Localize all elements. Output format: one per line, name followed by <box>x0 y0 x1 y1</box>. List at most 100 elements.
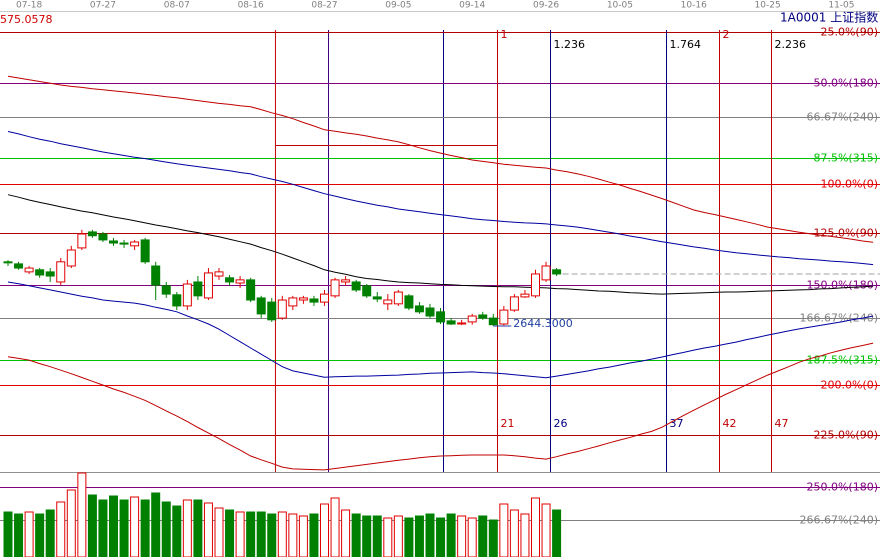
candle-body <box>509 296 519 311</box>
x-tick-label: 09-05 <box>385 1 411 11</box>
volume-bar <box>552 509 562 557</box>
volume-bar <box>531 497 540 557</box>
candle-body <box>436 311 446 323</box>
ratio-label: 1.764 <box>670 38 702 51</box>
volume-bar <box>203 502 213 557</box>
marks: 2644.3000 <box>3 229 880 557</box>
indicator-line <box>7 194 874 295</box>
volume-bar <box>478 515 488 557</box>
level-label: 225.0%(90) <box>813 429 878 442</box>
level-label: 150.0%(180) <box>806 279 878 292</box>
candle-body <box>119 242 129 245</box>
candle-body <box>531 273 540 297</box>
symbol: 1A0001 上证指数 <box>780 10 878 25</box>
candle-body <box>362 285 372 297</box>
volume-bar <box>320 503 329 557</box>
top-price: 575.0578 <box>0 13 53 26</box>
candle-body <box>520 293 530 298</box>
candle-body <box>14 263 24 269</box>
candle-body <box>24 267 34 273</box>
candle-body <box>425 307 435 317</box>
candle-body <box>404 295 414 309</box>
x-tick-label: 09-26 <box>533 1 559 11</box>
volume-bar <box>425 513 435 557</box>
volume-bar <box>246 511 256 557</box>
level-label: 87.5%(315) <box>813 152 878 165</box>
candle-body <box>372 296 382 300</box>
candle-body <box>45 271 55 277</box>
volume-bar <box>3 511 13 557</box>
volume-bar <box>298 515 308 557</box>
x-tick-label: 11-05 <box>828 1 854 11</box>
volume-bar <box>509 509 519 557</box>
level-label: 50.0%(180) <box>813 77 878 90</box>
volume-bar <box>256 511 266 557</box>
volume-bar <box>35 513 45 557</box>
candle-body <box>214 271 224 277</box>
candle-body <box>66 249 76 267</box>
candle-body <box>541 265 551 281</box>
volume-bar <box>277 511 287 557</box>
volume-bar <box>309 513 319 557</box>
candle-body <box>499 309 509 325</box>
count-label: 37 <box>670 417 684 430</box>
x-tick-label: 08-07 <box>164 1 190 11</box>
candle-body <box>330 279 340 297</box>
volume-bar <box>151 492 161 557</box>
indicator-line <box>7 281 874 379</box>
x-tick-label: 10-25 <box>755 1 781 11</box>
candle-body <box>203 272 213 299</box>
candle-body <box>130 241 140 247</box>
candle-body <box>3 261 13 264</box>
candle-body <box>393 291 403 305</box>
level-label: 66.67%(240) <box>806 111 878 124</box>
low-label: 2644.3000 <box>513 317 573 330</box>
candle-body <box>267 301 277 321</box>
count-label: 47 <box>775 417 789 430</box>
candle-body <box>225 277 235 283</box>
volume-bar <box>499 503 509 557</box>
level-label: 187.5%(315) <box>806 354 878 367</box>
ratio-label: 2 <box>723 28 730 41</box>
indicator-line <box>7 75 874 243</box>
candle-body <box>288 297 298 307</box>
volume-bar <box>414 515 424 557</box>
candle-body <box>56 261 66 283</box>
x-tick-label: 08-16 <box>238 1 264 11</box>
candle-body <box>446 320 456 325</box>
volume-bar <box>98 499 108 557</box>
volume-bar <box>193 499 203 557</box>
volume-bar <box>225 509 235 557</box>
candle-body <box>383 299 393 305</box>
overlays <box>7 75 874 471</box>
volume-bar <box>393 515 403 557</box>
candle-body <box>87 231 97 237</box>
indicator-line <box>7 131 874 266</box>
ratio-label: 1.236 <box>554 38 586 51</box>
candle-body <box>309 298 319 303</box>
candle-body <box>182 283 192 307</box>
level-label: 250.0%(180) <box>806 481 878 494</box>
volume-bar <box>383 517 393 557</box>
volume-bar <box>130 496 140 557</box>
candle-body <box>488 317 498 326</box>
volume-bar <box>457 515 467 557</box>
candle-body <box>235 279 245 284</box>
candle-body <box>35 269 45 276</box>
count-label: 21 <box>501 417 515 430</box>
volume-bar <box>362 515 372 557</box>
volume-bar <box>267 513 277 557</box>
volume-bar <box>436 517 446 557</box>
x-tick-label: 07-27 <box>90 1 116 11</box>
candle-body <box>77 233 87 249</box>
candle-body <box>151 265 161 286</box>
volume-bar <box>140 499 150 557</box>
level-label: 100.0%(0) <box>820 178 878 191</box>
volume-bar <box>520 513 530 557</box>
level-label: 200.0%(0) <box>820 379 878 392</box>
candle-body <box>341 279 351 283</box>
volume-bar <box>66 489 76 557</box>
volume-bar <box>446 513 456 557</box>
